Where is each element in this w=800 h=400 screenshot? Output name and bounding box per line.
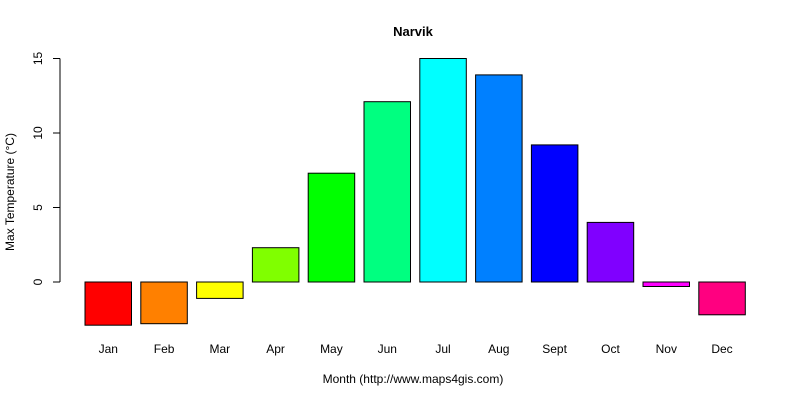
x-tick-label: Oct xyxy=(601,342,620,356)
y-tick-label: 0 xyxy=(31,278,45,285)
bar-apr xyxy=(251,247,300,283)
x-tick-label: Mar xyxy=(209,342,230,356)
y-tick-label: 5 xyxy=(31,204,45,211)
bar-jan xyxy=(84,281,132,326)
x-tick-label: Dec xyxy=(711,342,732,356)
chart-title: Narvik xyxy=(393,24,434,39)
bars xyxy=(84,58,746,326)
x-tick-label: Jan xyxy=(99,342,118,356)
bar-may xyxy=(307,172,356,283)
bar-mar xyxy=(196,281,244,299)
bar-oct xyxy=(586,221,635,283)
bar-jul xyxy=(419,58,467,283)
bar-aug xyxy=(475,74,523,283)
y-axis-label: Max Temperature (°C) xyxy=(3,133,17,251)
x-tick-label: Jun xyxy=(378,342,397,356)
bar-nov xyxy=(642,281,690,287)
x-tick-labels: Jan Feb Mar Apr May Jun Jul Aug Sept Oct Nov Dec xyxy=(99,342,733,356)
x-tick-label: May xyxy=(320,342,343,356)
bar-feb xyxy=(140,281,188,325)
y-tick-label: 10 xyxy=(31,126,45,140)
x-tick-label: Nov xyxy=(656,342,677,356)
x-tick-label: Aug xyxy=(488,342,509,356)
x-axis-label: Month (http://www.maps4gis.com) xyxy=(323,372,504,386)
y-tick-label: 15 xyxy=(31,52,45,66)
bar-jun xyxy=(363,101,411,283)
bar-sept xyxy=(530,144,579,283)
x-tick-label: Apr xyxy=(266,342,285,356)
x-tick-label: Jul xyxy=(435,342,450,356)
y-axis: 0 5 10 15 xyxy=(31,52,61,285)
bar-dec xyxy=(698,281,746,316)
x-tick-label: Sept xyxy=(542,342,567,356)
x-tick-label: Feb xyxy=(154,342,175,356)
